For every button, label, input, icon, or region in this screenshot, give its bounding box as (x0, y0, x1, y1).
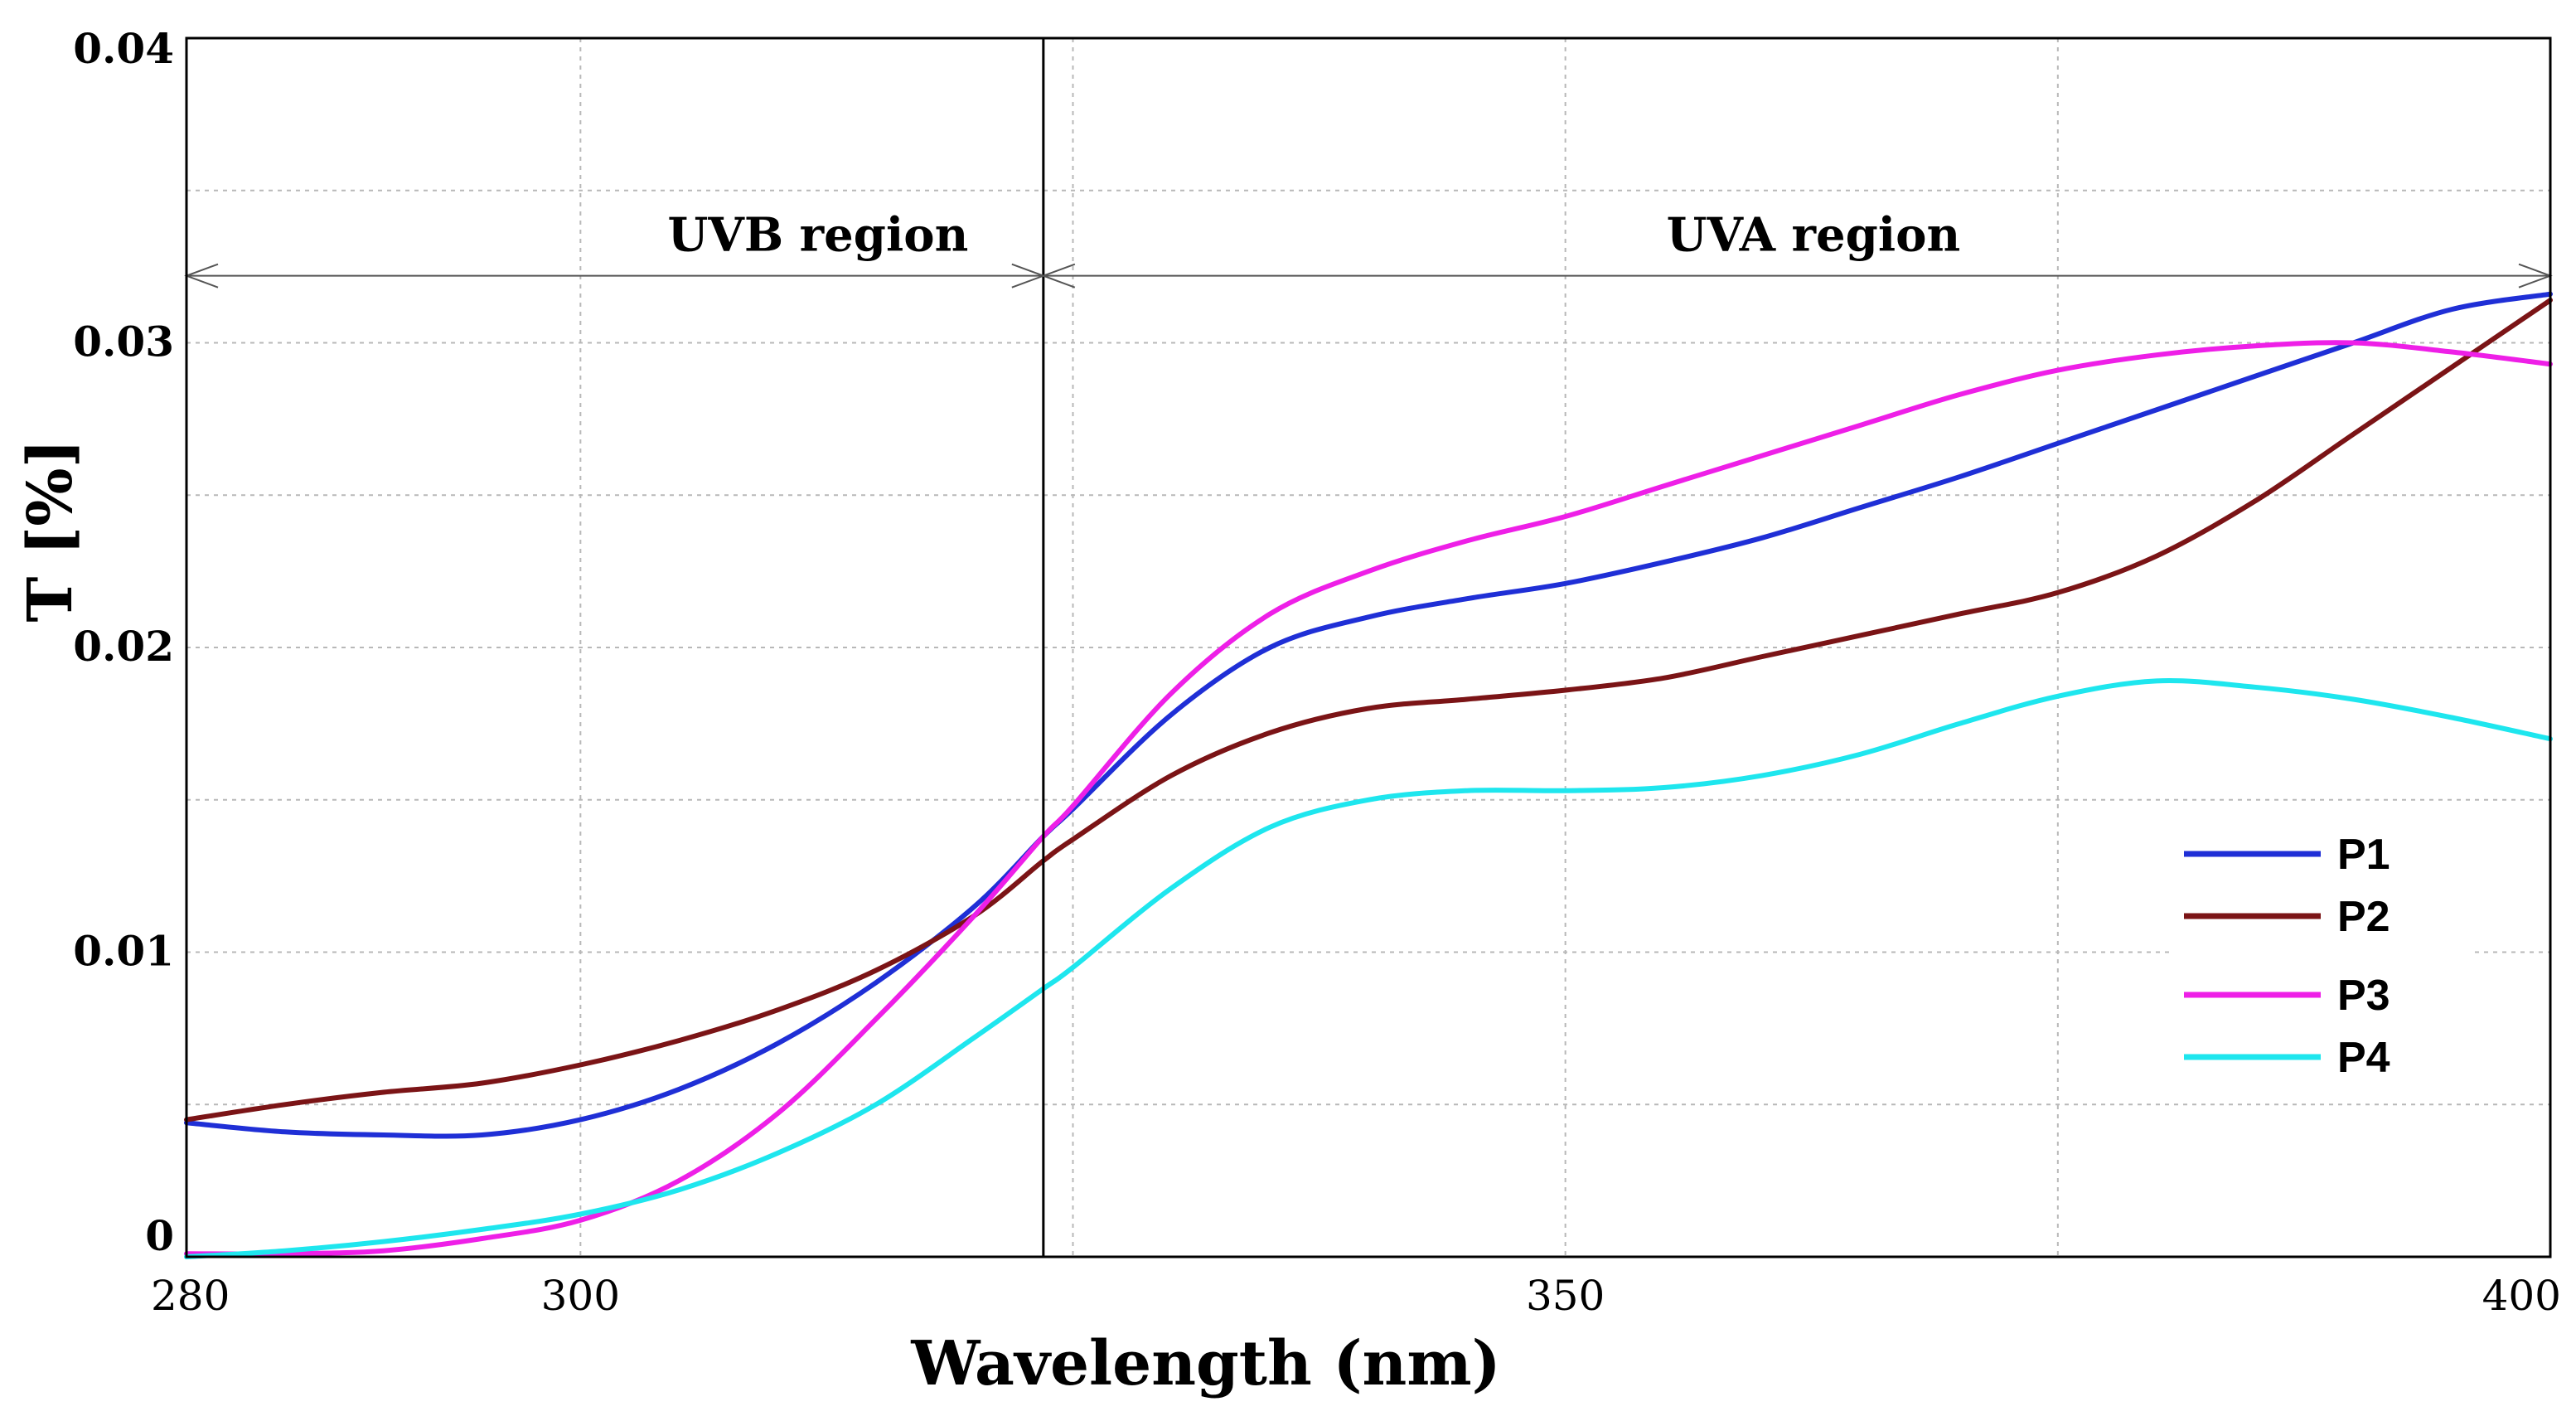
series-line-p3 (184, 340, 2553, 1257)
y-tick-label: 0.02 (73, 622, 174, 671)
legend-label-p4: P4 (2337, 1034, 2390, 1082)
x-tick-label: 280 (151, 1272, 230, 1320)
plot-frame (185, 36, 2552, 1258)
series-line-p4 (184, 678, 2553, 1259)
y-axis-title: T [%] (15, 439, 86, 622)
legend: P1 P2 P3 P4 (2172, 829, 2470, 1094)
y-tick-label: 0.04 (73, 24, 174, 73)
x-axis-title: Wavelength (nm) (910, 1328, 1500, 1399)
uva-arrowhead-left (1040, 263, 1076, 289)
y-tick-label: 0.01 (73, 927, 174, 976)
legend-label-p1: P1 (2337, 831, 2390, 879)
y-tick-label: 0.03 (73, 318, 174, 366)
uva-region-label: UVA region (1667, 208, 1961, 263)
series-layer (184, 291, 2553, 1259)
x-tick-labels: 280 300 350 400 (151, 1272, 2561, 1320)
y-tick-labels: 0 0.01 0.02 0.03 0.04 (73, 24, 174, 1260)
x-tick-label: 300 (541, 1272, 620, 1320)
series-line-p2 (184, 298, 2553, 1123)
legend-label-p3: P3 (2337, 972, 2390, 1020)
legend-label-p2: P2 (2337, 893, 2390, 941)
uvb-region-label: UVB region (668, 208, 969, 263)
x-tick-label: 350 (1526, 1272, 1605, 1320)
y-tick-label: 0 (145, 1211, 174, 1260)
series-line-p1 (184, 291, 2553, 1139)
legend-background (2172, 829, 2470, 1094)
region-layer: UVB region UVA region (184, 208, 2553, 289)
grid-layer (186, 38, 2551, 1257)
x-tick-label: 400 (2482, 1272, 2561, 1320)
